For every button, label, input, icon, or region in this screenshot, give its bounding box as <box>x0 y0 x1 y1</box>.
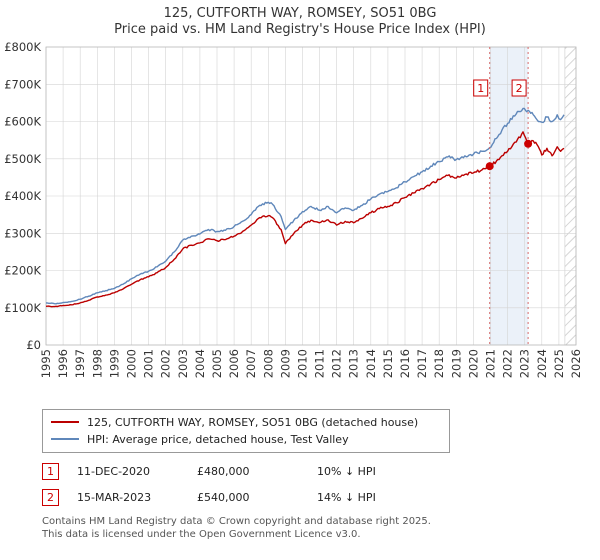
svg-text:1998: 1998 <box>90 349 104 378</box>
sale-2-hpi-delta: 14% ↓ HPI <box>317 490 376 504</box>
svg-text:2015: 2015 <box>381 349 395 378</box>
svg-text:2000: 2000 <box>125 349 139 378</box>
svg-text:2022: 2022 <box>501 349 515 378</box>
svg-text:2016: 2016 <box>398 349 412 378</box>
svg-text:£100K: £100K <box>4 300 41 314</box>
svg-text:2024: 2024 <box>535 349 549 378</box>
legend-label-hpi: HPI: Average price, detached house, Test… <box>87 432 349 446</box>
svg-text:2003: 2003 <box>176 349 190 378</box>
svg-text:1999: 1999 <box>107 349 121 378</box>
svg-text:2004: 2004 <box>193 349 207 378</box>
sale-2-date: 15-MAR-2023 <box>77 490 152 504</box>
hpi-line-swatch <box>51 438 79 440</box>
svg-text:2011: 2011 <box>313 349 327 378</box>
chart-legend: 125, CUTFORTH WAY, ROMSEY, SO51 0BG (det… <box>42 408 450 453</box>
svg-text:£300K: £300K <box>4 226 41 240</box>
sale-annotation-2: 2 15-MAR-2023 £540,000 14% ↓ HPI <box>42 488 600 506</box>
sale-annotations: 1 11-DEC-2020 £480,000 10% ↓ HPI 2 15-MA… <box>42 462 600 506</box>
svg-text:1: 1 <box>477 82 484 95</box>
svg-text:2008: 2008 <box>261 349 275 378</box>
footer-line-1: Contains HM Land Registry data © Crown c… <box>42 515 431 527</box>
svg-text:2013: 2013 <box>347 349 361 378</box>
svg-text:2001: 2001 <box>142 349 156 378</box>
sale-1-date: 11-DEC-2020 <box>77 464 151 478</box>
svg-text:£800K: £800K <box>4 40 41 54</box>
legend-item-property: 125, CUTFORTH WAY, ROMSEY, SO51 0BG (det… <box>51 414 441 431</box>
svg-text:2014: 2014 <box>364 349 378 378</box>
sale-2-price: £540,000 <box>197 490 250 504</box>
svg-text:2018: 2018 <box>432 349 446 378</box>
svg-text:2005: 2005 <box>210 349 224 378</box>
svg-text:2020: 2020 <box>466 349 480 378</box>
property-line-swatch <box>51 421 79 423</box>
svg-text:2: 2 <box>516 82 523 95</box>
svg-text:2002: 2002 <box>159 349 173 378</box>
svg-text:1997: 1997 <box>73 349 87 378</box>
page-title: 125, CUTFORTH WAY, ROMSEY, SO51 0BG <box>163 6 437 21</box>
svg-text:2026: 2026 <box>569 349 583 378</box>
svg-text:£400K: £400K <box>4 189 41 203</box>
svg-text:2019: 2019 <box>449 349 463 378</box>
sale-2-marker: 2 <box>42 488 59 506</box>
sale-1-marker: 1 <box>42 462 59 480</box>
page-subtitle: Price paid vs. HM Land Registry's House … <box>114 22 486 38</box>
footer-line-2: This data is licensed under the Open Gov… <box>42 528 361 540</box>
svg-text:1995: 1995 <box>39 349 53 378</box>
svg-text:2007: 2007 <box>244 349 258 378</box>
sale-1-price: £480,000 <box>197 464 250 478</box>
svg-text:2012: 2012 <box>330 349 344 378</box>
svg-text:2010: 2010 <box>296 349 310 378</box>
svg-text:2025: 2025 <box>552 349 566 378</box>
chart-header: 125, CUTFORTH WAY, ROMSEY, SO51 0BG Pric… <box>0 0 600 39</box>
svg-text:2017: 2017 <box>415 349 429 378</box>
sale-1-hpi-delta: 10% ↓ HPI <box>317 464 376 478</box>
svg-text:2009: 2009 <box>278 349 292 378</box>
svg-text:£0: £0 <box>26 338 41 352</box>
legend-item-hpi: HPI: Average price, detached house, Test… <box>51 431 441 448</box>
svg-text:£500K: £500K <box>4 151 41 165</box>
svg-text:2006: 2006 <box>227 349 241 378</box>
svg-text:£600K: £600K <box>4 114 41 128</box>
sale-annotation-1: 1 11-DEC-2020 £480,000 10% ↓ HPI <box>42 462 600 480</box>
svg-text:2021: 2021 <box>484 349 498 378</box>
svg-text:£200K: £200K <box>4 263 41 277</box>
price-chart-svg: £0 £100K £200K £300K £400K £500K £600K £700K £80… <box>4 40 583 378</box>
legend-label-property: 125, CUTFORTH WAY, ROMSEY, SO51 0BG (det… <box>87 415 419 429</box>
copyright-footer: Contains HM Land Registry data © Crown c… <box>42 515 600 541</box>
svg-text:1996: 1996 <box>56 349 70 378</box>
svg-text:£700K: £700K <box>4 77 41 91</box>
svg-text:2023: 2023 <box>518 349 532 378</box>
price-chart: £0 £100K £200K £300K £400K £500K £600K £700K £80… <box>0 39 600 407</box>
